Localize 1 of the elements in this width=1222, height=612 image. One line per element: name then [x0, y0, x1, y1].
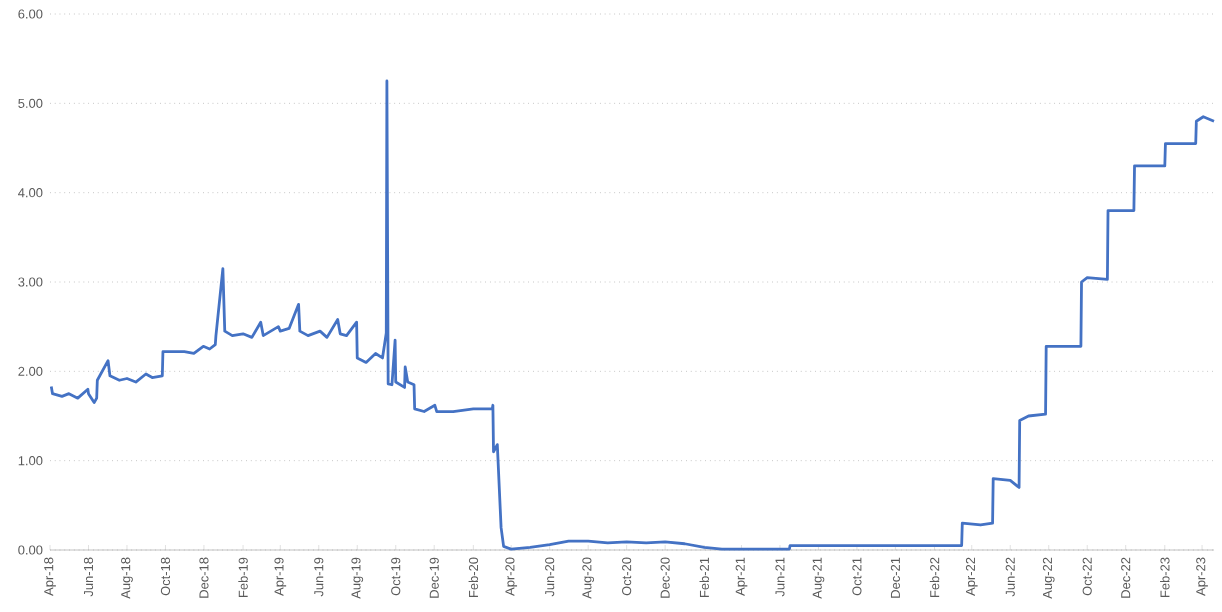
line-series: [49, 79, 1216, 551]
